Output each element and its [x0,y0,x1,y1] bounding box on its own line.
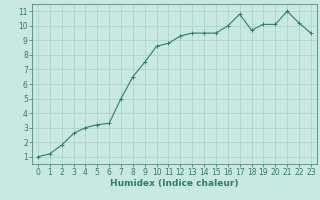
X-axis label: Humidex (Indice chaleur): Humidex (Indice chaleur) [110,179,239,188]
